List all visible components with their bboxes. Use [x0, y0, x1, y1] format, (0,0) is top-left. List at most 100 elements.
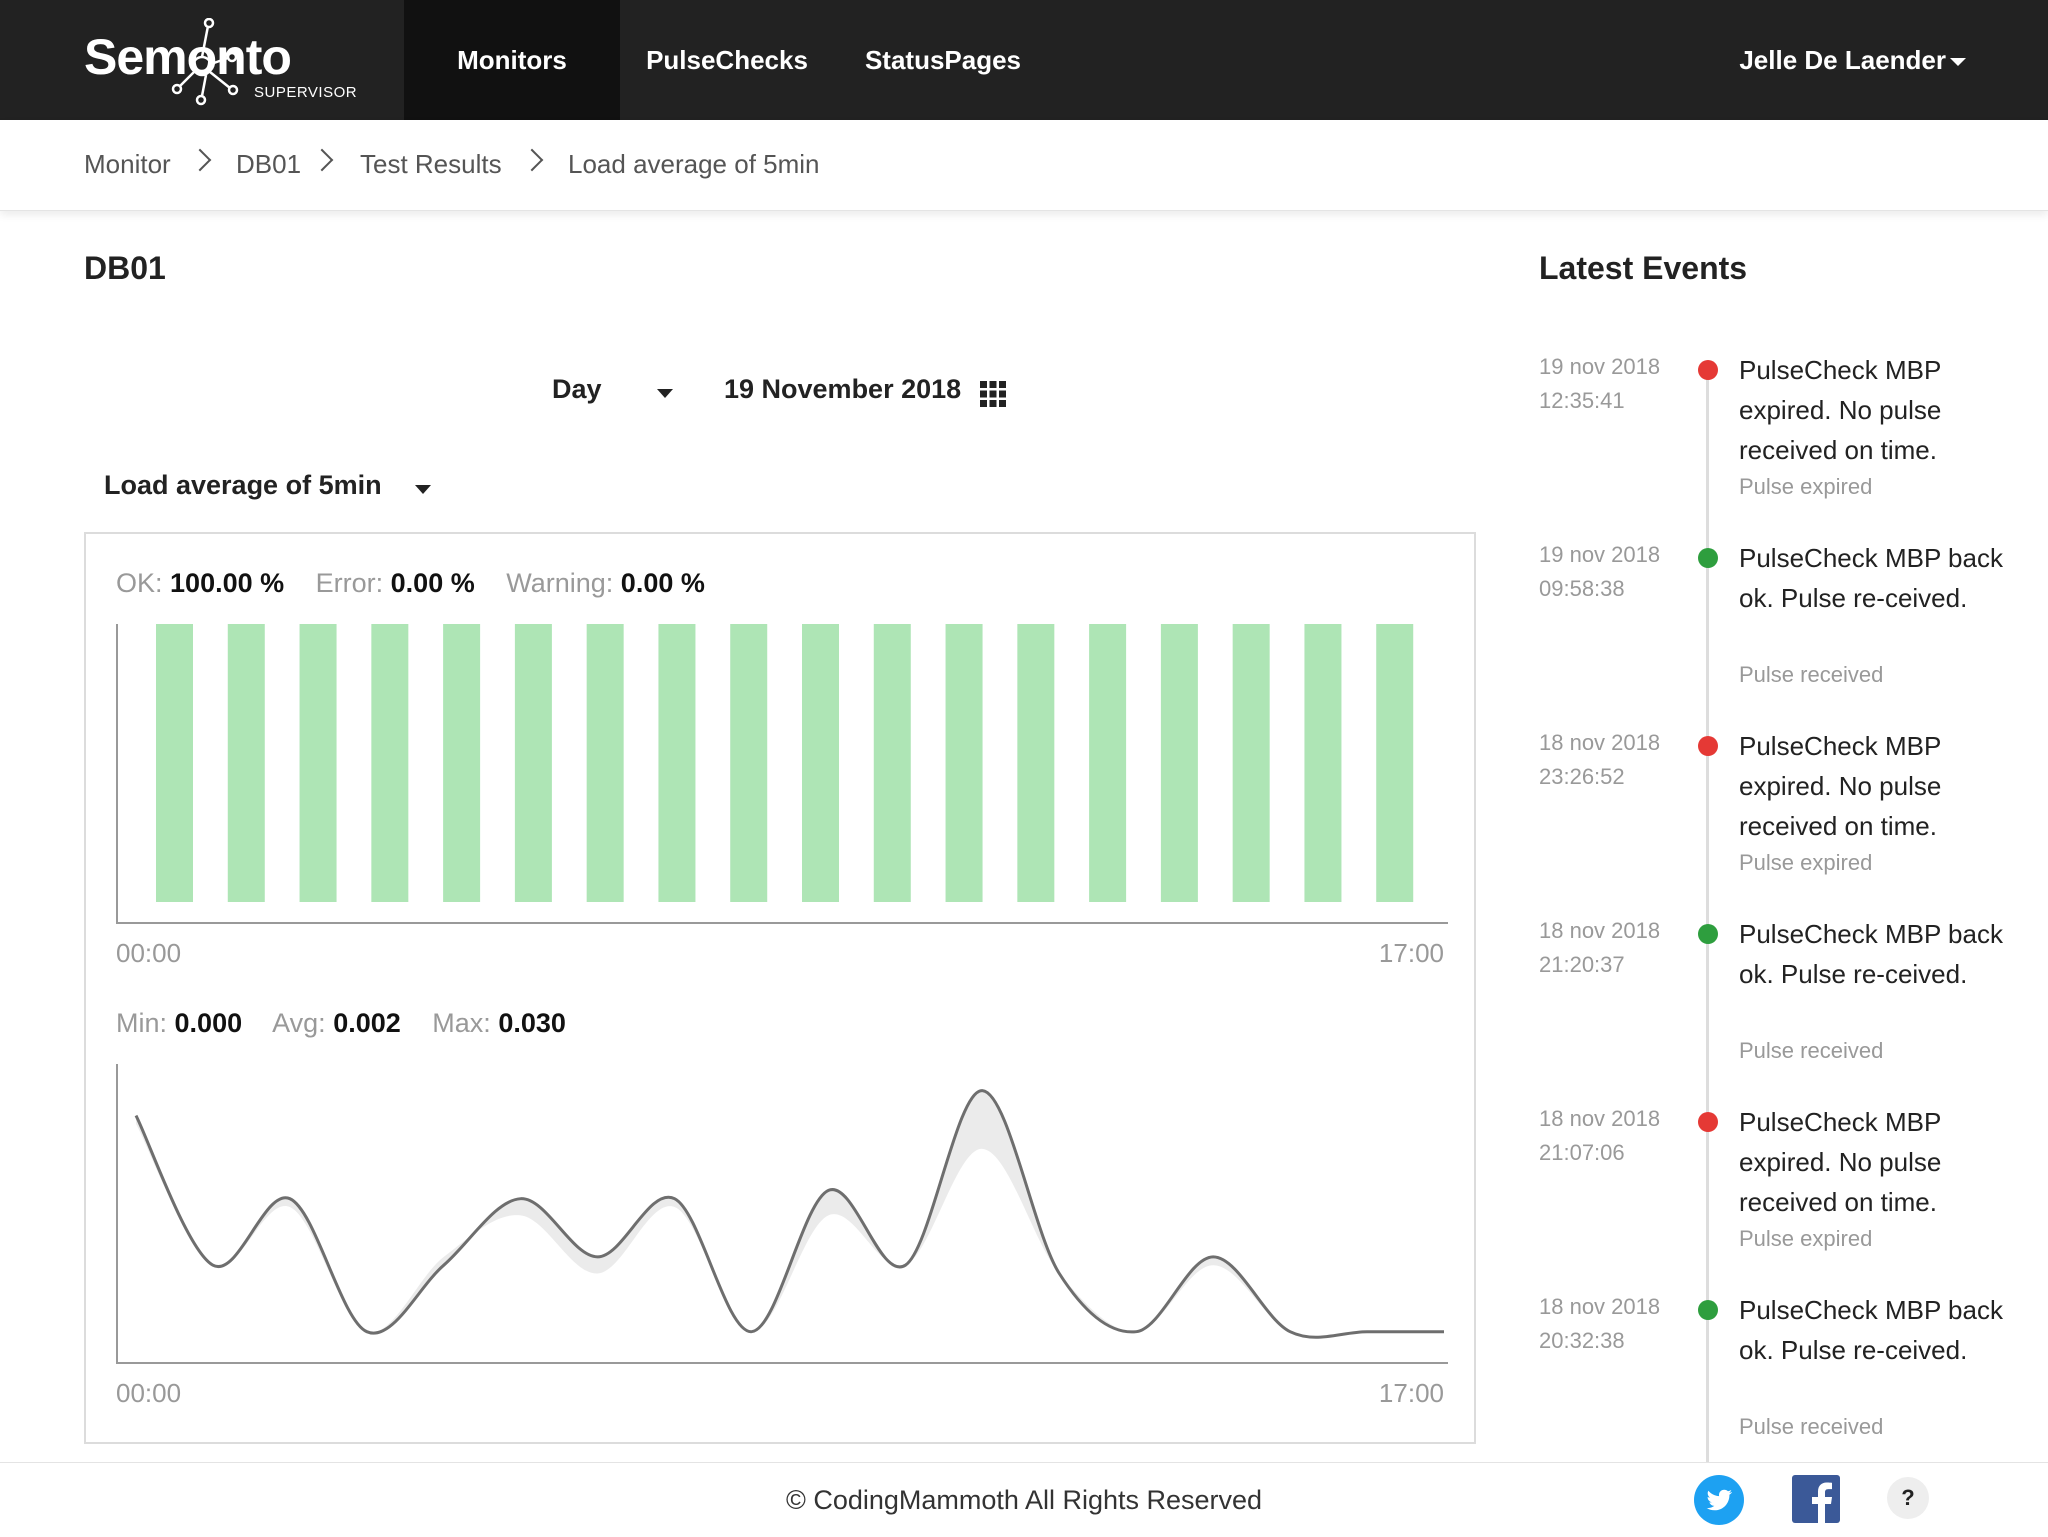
event-timestamp: 18 nov 2018 21:07:06	[1539, 1106, 1661, 1165]
status-bar-chart	[116, 624, 1448, 924]
event-text: PulseCheck MBP back ok. Pulse re-ceived.	[1739, 543, 2003, 613]
status-bar-04:00	[443, 624, 481, 902]
event-timestamp: 19 nov 2018 12:35:41	[1539, 354, 1661, 413]
line-x-end-label: 17:00	[1378, 1378, 1444, 1408]
event-text: PulseCheck MBP expired. No pulse receive…	[1739, 731, 1942, 841]
page-title: DB01	[84, 250, 166, 286]
status-bar-01:00	[227, 624, 265, 902]
event-status-dot	[1698, 736, 1718, 756]
event-text: PulseCheck MBP expired. No pulse receive…	[1739, 355, 1942, 465]
event-status-dot	[1698, 924, 1718, 944]
status-bar-09:00	[802, 624, 839, 902]
bar-x-start-label: 00:00	[116, 938, 182, 968]
event-timestamp: 18 nov 2018 23:26:52	[1539, 730, 1661, 789]
event-text: PulseCheck MBP back ok. Pulse re-ceived.	[1739, 919, 2003, 989]
load-average-line	[134, 1089, 1444, 1339]
load-range-band	[136, 1090, 1444, 1338]
status-bar-17:00	[1376, 624, 1414, 902]
logo-text: Semonto	[84, 29, 292, 85]
status-bar-00:00	[156, 624, 193, 902]
event-item[interactable]: 19 nov 2018 09:58:38 PulseCheck MBP back …	[1539, 538, 2019, 726]
event-item[interactable]: 18 nov 2018 23:26:52 PulseCheck MBP expir…	[1539, 726, 2019, 914]
status-bar-08:00	[730, 624, 768, 902]
ok-value: 100.00 %	[170, 568, 285, 598]
caret-down-icon	[415, 485, 432, 494]
event-timestamp: 18 nov 2018 21:20:37	[1539, 918, 1661, 977]
top-bar: Semonto SUPERVISOR Monitors PulseChecks …	[0, 0, 2048, 120]
min-label: Min:	[116, 1008, 168, 1038]
status-bar-03:00	[371, 624, 409, 902]
line-x-start-label: 00:00	[116, 1378, 182, 1408]
event-item[interactable]: 18 nov 2018 21:07:06 PulseCheck MBP expir…	[1539, 1102, 2019, 1290]
event-type: Pulse received	[1739, 1414, 1884, 1439]
status-bar-02:00	[299, 624, 337, 902]
ok-label: OK:	[116, 568, 163, 598]
facebook-icon[interactable]	[1792, 1475, 1840, 1523]
date-picker[interactable]: 19 November 2018	[724, 374, 961, 405]
date-value: 19 November 2018	[724, 374, 962, 404]
error-value: 0.00 %	[390, 568, 475, 598]
latest-events-title: Latest Events	[1539, 250, 1748, 286]
logo-network-icon	[171, 18, 239, 106]
chevron-right-icon	[520, 148, 544, 172]
chevron-right-icon	[310, 148, 334, 172]
event-status-dot	[1698, 1112, 1718, 1132]
event-type: Pulse received	[1739, 662, 1884, 687]
status-bar-07:00	[658, 624, 696, 902]
calendar-grid-icon[interactable]	[980, 381, 1006, 407]
status-bar-05:00	[514, 624, 552, 902]
nav-pulsechecks[interactable]: PulseChecks	[646, 45, 808, 75]
status-bar-10:00	[873, 624, 911, 902]
status-bar-14:00	[1160, 624, 1198, 902]
metric-select[interactable]: Load average of 5min	[104, 470, 432, 501]
twitter-icon[interactable]	[1694, 1475, 1744, 1525]
breadcrumb-db01[interactable]: DB01	[236, 149, 302, 179]
breadcrumb: Monitor DB01 Test Results Load average o…	[0, 120, 2048, 211]
status-bar-15:00	[1232, 624, 1270, 902]
value-stats: Min: 0.000 Avg: 0.002 Max: 0.030	[116, 1008, 590, 1039]
status-bar-13:00	[1089, 624, 1127, 902]
breadcrumb-monitor[interactable]: Monitor	[84, 149, 171, 179]
footer: © CodingMammoth All Rights Reserved ?	[0, 1462, 2048, 1537]
nav-monitors[interactable]: Monitors	[404, 0, 620, 120]
caret-down-icon	[1950, 58, 1966, 67]
breadcrumb-current: Load average of 5min	[568, 149, 820, 179]
event-type: Pulse expired	[1739, 1226, 1873, 1251]
event-type: Pulse expired	[1739, 850, 1873, 875]
timeline-line	[1706, 362, 1709, 1470]
nav-statuspages[interactable]: StatusPages	[864, 45, 1022, 75]
min-value: 0.000	[174, 1008, 243, 1038]
status-bar-11:00	[945, 624, 983, 902]
status-bar-06:00	[586, 624, 624, 902]
event-item[interactable]: 18 nov 2018 20:32:38 PulseCheck MBP back …	[1539, 1290, 2019, 1478]
event-status-dot	[1698, 360, 1718, 380]
status-stats: OK: 100.00 % Error: 0.00 % Warning: 0.00…	[116, 568, 729, 599]
max-value: 0.030	[498, 1008, 566, 1038]
chevron-right-icon	[188, 148, 212, 172]
event-timestamp: 19 nov 2018 09:58:38	[1539, 542, 1661, 601]
period-value: Day	[552, 374, 602, 404]
results-panel: OK: 100.00 % Error: 0.00 % Warning: 0.00…	[84, 532, 1476, 1444]
event-status-dot	[1698, 548, 1718, 568]
event-text: PulseCheck MBP back ok. Pulse re-ceived.	[1739, 1295, 2003, 1365]
breadcrumb-test-results[interactable]: Test Results	[360, 149, 502, 179]
event-item[interactable]: 18 nov 2018 21:20:37 PulseCheck MBP back …	[1539, 914, 2019, 1102]
max-label: Max:	[432, 1008, 491, 1038]
copyright-text: © CodingMammoth All Rights Reserved	[785, 1485, 1263, 1515]
avg-value: 0.002	[333, 1008, 401, 1038]
semonto-logo[interactable]: Semonto SUPERVISOR	[84, 18, 374, 108]
warning-value: 0.00 %	[620, 568, 705, 598]
user-name: Jelle De Laender	[1739, 45, 1946, 75]
avg-label: Avg:	[272, 1008, 326, 1038]
bar-x-end-label: 17:00	[1378, 938, 1444, 968]
period-select[interactable]: Day	[552, 374, 674, 405]
event-item[interactable]: 19 nov 2018 12:35:41 PulseCheck MBP expir…	[1539, 350, 2019, 538]
error-label: Error:	[315, 568, 384, 598]
user-menu[interactable]: Jelle De Laender	[1739, 0, 1966, 120]
help-button[interactable]: ?	[1887, 1477, 1929, 1519]
logo-subtitle: SUPERVISOR	[254, 84, 358, 101]
event-text: PulseCheck MBP expired. No pulse receive…	[1739, 1107, 1942, 1217]
event-type: Pulse expired	[1739, 474, 1873, 499]
status-bar-12:00	[1017, 624, 1055, 902]
status-bar-16:00	[1304, 624, 1342, 902]
